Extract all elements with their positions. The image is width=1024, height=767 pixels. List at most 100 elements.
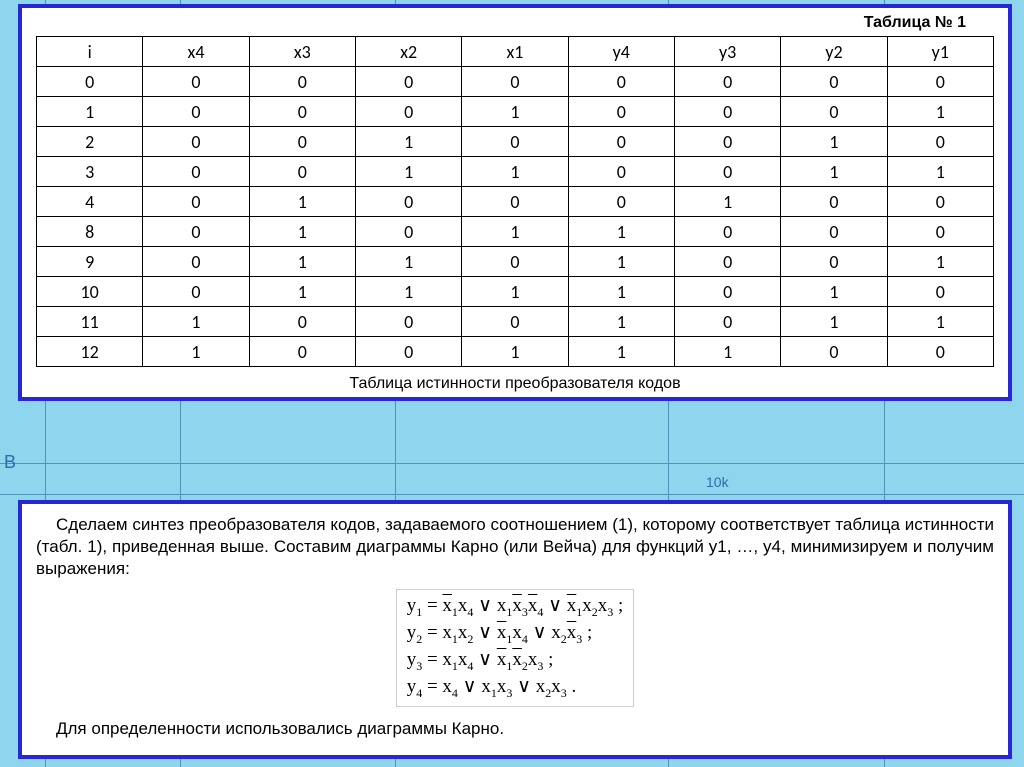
formula-y2: y2 = x1x2 ∨ x1x4 ∨ x2x3 ; xyxy=(407,620,624,647)
table-row: 1001111010 xyxy=(37,277,994,307)
table-cell: 0 xyxy=(355,97,461,127)
table-cell: 0 xyxy=(355,187,461,217)
table-cell: 0 xyxy=(674,127,780,157)
table-cell: 0 xyxy=(249,157,355,187)
table-cell: 0 xyxy=(143,187,249,217)
table-cell: 0 xyxy=(568,157,674,187)
table-cell: 0 xyxy=(462,67,568,97)
table-cell: 1 xyxy=(249,187,355,217)
table-row: 801011000 xyxy=(37,217,994,247)
table-cell: 1 xyxy=(674,187,780,217)
table-cell: 0 xyxy=(462,247,568,277)
table-cell: 0 xyxy=(143,217,249,247)
table-cell: 4 xyxy=(37,187,143,217)
table-cell: 1 xyxy=(887,247,993,277)
table-header-cell: y1 xyxy=(887,37,993,67)
table-cell: 0 xyxy=(143,277,249,307)
table-cell: 1 xyxy=(143,307,249,337)
table-cell: 1 xyxy=(887,97,993,127)
table-cell: 1 xyxy=(568,247,674,277)
table-cell: 0 xyxy=(143,127,249,157)
table-header-cell: x3 xyxy=(249,37,355,67)
table-header-cell: y4 xyxy=(568,37,674,67)
table-cell: 0 xyxy=(143,67,249,97)
table-cell: 1 xyxy=(674,337,780,367)
table-row: 901101001 xyxy=(37,247,994,277)
table-cell: 0 xyxy=(143,247,249,277)
table-cell: 1 xyxy=(143,337,249,367)
table-row: 200100010 xyxy=(37,127,994,157)
table-cell: 8 xyxy=(37,217,143,247)
formula-y4: y4 = x4 ∨ x1x3 ∨ x2x3 . xyxy=(407,674,624,701)
table-body: 0000000001000100012001000103001100114010… xyxy=(37,67,994,367)
table-cell: 0 xyxy=(249,97,355,127)
table-cell: 12 xyxy=(37,337,143,367)
description-paragraph: Сделаем синтез преобразователя кодов, за… xyxy=(36,514,994,579)
table-row: 401000100 xyxy=(37,187,994,217)
table-cell: 0 xyxy=(249,127,355,157)
table-header-cell: y3 xyxy=(674,37,780,67)
table-cell: 1 xyxy=(781,157,887,187)
table-row: 100010001 xyxy=(37,97,994,127)
table-cell: 0 xyxy=(887,187,993,217)
table-cell: 0 xyxy=(674,307,780,337)
closing-paragraph: Для определенности использовались диагра… xyxy=(36,719,994,739)
table-cell: 1 xyxy=(249,277,355,307)
table-cell: 0 xyxy=(355,307,461,337)
table-cell: 0 xyxy=(249,67,355,97)
table-cell: 0 xyxy=(674,247,780,277)
table-cell: 0 xyxy=(781,187,887,217)
table-row: 1110001011 xyxy=(37,307,994,337)
table-cell: 3 xyxy=(37,157,143,187)
table-cell: 0 xyxy=(781,337,887,367)
table-header-cell: x4 xyxy=(143,37,249,67)
table-cell: 1 xyxy=(249,217,355,247)
table-cell: 1 xyxy=(462,97,568,127)
description-panel: Сделаем синтез преобразователя кодов, за… xyxy=(18,500,1012,759)
table-cell: 10 xyxy=(37,277,143,307)
table-row: 000000000 xyxy=(37,67,994,97)
table-cell: 1 xyxy=(37,97,143,127)
table-cell: 1 xyxy=(781,307,887,337)
table-cell: 1 xyxy=(462,277,568,307)
table-cell: 0 xyxy=(674,217,780,247)
table-cell: 0 xyxy=(568,67,674,97)
formula-block: y1 = x1x4 ∨ x1x3x4 ∨ x1x2x3 ; y2 = x1x2 … xyxy=(396,589,635,707)
table-cell: 0 xyxy=(674,157,780,187)
table-cell: 0 xyxy=(462,187,568,217)
table-cell: 1 xyxy=(568,217,674,247)
table-cell: 0 xyxy=(249,337,355,367)
table-cell: 1 xyxy=(249,247,355,277)
table-cell: 0 xyxy=(355,67,461,97)
table-cell: 0 xyxy=(355,217,461,247)
truth-table: ix4x3x2x1y4y3y2y1 0000000001000100012001… xyxy=(36,36,994,367)
table-cell: 0 xyxy=(781,247,887,277)
table-cell: 1 xyxy=(887,307,993,337)
table-cell: 0 xyxy=(143,97,249,127)
table-cell: 1 xyxy=(462,337,568,367)
table-header-cell: y2 xyxy=(781,37,887,67)
table-cell: 0 xyxy=(674,277,780,307)
table-cell: 0 xyxy=(249,307,355,337)
table-cell: 0 xyxy=(143,157,249,187)
table-cell: 1 xyxy=(568,277,674,307)
table-cell: 1 xyxy=(887,157,993,187)
table-cell: 1 xyxy=(781,127,887,157)
table-row: 1210011100 xyxy=(37,337,994,367)
table-cell: 1 xyxy=(568,307,674,337)
table-header-cell: i xyxy=(37,37,143,67)
table-cell: 0 xyxy=(674,97,780,127)
table-cell: 2 xyxy=(37,127,143,157)
formula-y3: y3 = x1x4 ∨ x1x2x3 ; xyxy=(407,647,624,674)
table-cell: 0 xyxy=(887,277,993,307)
table-row: 300110011 xyxy=(37,157,994,187)
formula-y1: y1 = x1x4 ∨ x1x3x4 ∨ x1x2x3 ; xyxy=(407,593,624,620)
table-cell: 1 xyxy=(355,157,461,187)
table-cell: 1 xyxy=(781,277,887,307)
table-cell: 0 xyxy=(568,127,674,157)
bg-left-char: B xyxy=(4,452,16,473)
table-cell: 0 xyxy=(781,217,887,247)
table-cell: 1 xyxy=(355,127,461,157)
table-cell: 0 xyxy=(781,67,887,97)
table-cell: 1 xyxy=(462,157,568,187)
